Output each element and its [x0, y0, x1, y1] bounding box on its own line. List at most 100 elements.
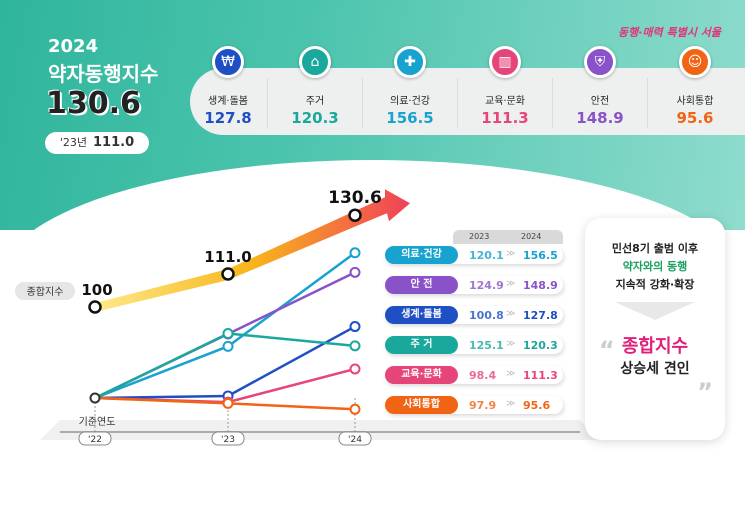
arrow-icon: ≫ — [506, 309, 516, 319]
total-point — [88, 300, 102, 314]
x-tick-label: '24 — [348, 435, 362, 445]
category-1: ⌂ 주거 120.3 — [275, 46, 355, 127]
base-year-label: 기준연도 — [79, 416, 116, 428]
divider — [362, 78, 363, 128]
category-value: 120.3 — [291, 109, 339, 127]
summary-line5: 상승세 견인 — [620, 361, 690, 377]
arrow-icon: ≫ — [506, 249, 516, 259]
category-value: 95.6 — [676, 109, 714, 127]
divider — [647, 78, 648, 128]
table-header: 2023 2024 — [453, 230, 563, 244]
category-label: 교육·문화 — [485, 96, 525, 107]
total-point — [348, 208, 362, 222]
category-value: 127.8 — [204, 109, 252, 127]
medical-hands-icon: ✚ — [394, 46, 426, 78]
people-icon: ☺ — [679, 46, 711, 78]
shield-icon: ⛨ — [584, 46, 616, 78]
category-label: 주거 — [305, 96, 325, 107]
total-point-label: 130.6 — [328, 188, 382, 208]
row-label: 의료·건강 — [385, 246, 458, 264]
chevron-down-icon — [615, 302, 695, 320]
page-title: 약자동행지수 — [48, 62, 159, 86]
data-point — [349, 247, 361, 259]
row-label: 생계·돌봄 — [385, 306, 458, 324]
category-0: ₩ 생계·돌봄 127.8 — [188, 46, 268, 127]
arrow-icon: ≫ — [506, 369, 516, 379]
category-bar — [190, 68, 745, 135]
category-2: ✚ 의료·건강 156.5 — [370, 46, 450, 127]
value-2023: 100.8 — [469, 309, 504, 322]
data-point — [89, 392, 101, 404]
category-4: ⛨ 안전 148.9 — [560, 46, 640, 127]
data-point — [222, 340, 234, 352]
total-point-label: 100 — [81, 281, 112, 299]
total-index-value: 130.6 — [46, 86, 141, 121]
x-tick-pill — [78, 431, 112, 446]
chart-floor — [40, 420, 600, 440]
table-row: 사회통합 97.9 ≫ 95.6 — [385, 396, 563, 414]
data-point — [349, 266, 361, 278]
previous-year-badge: '23년 111.0 — [45, 132, 149, 154]
category-label: 안전 — [590, 96, 610, 107]
divider — [267, 78, 268, 128]
category-value: 156.5 — [386, 109, 434, 127]
x-tick-pill — [211, 431, 245, 446]
arrow-icon: ≫ — [506, 399, 516, 409]
value-2024: 127.8 — [523, 309, 558, 322]
arrow-icon: ≫ — [506, 279, 516, 289]
table-row: 주 거 125.1 ≫ 120.3 — [385, 336, 563, 354]
value-2024: 120.3 — [523, 339, 558, 352]
summary-line2: 약자와의 동행 — [622, 260, 688, 273]
x-tick-pill — [338, 431, 372, 446]
category-label: 의료·건강 — [390, 96, 430, 107]
seoul-slogan-logo: 동행·매력 특별시 서울 — [618, 26, 721, 39]
value-2024: 111.3 — [523, 369, 558, 382]
total-trend-arrow — [95, 189, 410, 312]
year-label: 2024 — [48, 36, 99, 57]
data-point — [349, 340, 361, 352]
total-point — [221, 267, 235, 281]
data-point — [349, 363, 361, 375]
summary-box: 민선8기 출범 이후 약자와의 동행 지속적 강화·확장 “ 종합지수 상승세 … — [585, 218, 725, 440]
row-label: 사회통합 — [385, 396, 458, 414]
data-point — [349, 321, 361, 333]
summary-line3: 지속적 강화·확장 — [615, 278, 695, 291]
table-row: 생계·돌봄 100.8 ≫ 127.8 — [385, 306, 563, 324]
divider — [552, 78, 553, 128]
value-2024: 148.9 — [523, 279, 558, 292]
divider — [457, 78, 458, 128]
row-label: 교육·문화 — [385, 366, 458, 384]
money-bag-icon: ₩ — [212, 46, 244, 78]
value-2023: 124.9 — [469, 279, 504, 292]
category-5: ☺ 사회통합 95.6 — [655, 46, 735, 127]
prev-value: 111.0 — [93, 135, 135, 150]
arrow-icon: ≫ — [506, 339, 516, 349]
category-label: 사회통합 — [676, 96, 714, 107]
table-row: 안 전 124.9 ≫ 148.9 — [385, 276, 563, 294]
data-point — [222, 327, 234, 339]
col-2023: 2023 — [469, 232, 490, 241]
category-value: 111.3 — [481, 109, 529, 127]
summary-line1: 민선8기 출범 이후 — [611, 242, 699, 255]
data-point — [349, 403, 361, 415]
category-3: ▥ 교육·문화 111.3 — [465, 46, 545, 127]
col-2024: 2024 — [521, 232, 542, 241]
x-tick-label: '23 — [221, 435, 235, 445]
total-label: 종합지수 — [27, 286, 64, 298]
value-2023: 98.4 — [469, 369, 497, 382]
value-2024: 95.6 — [523, 399, 551, 412]
row-label: 주 거 — [385, 336, 458, 354]
total-point-label: 111.0 — [204, 248, 251, 266]
category-value: 148.9 — [576, 109, 624, 127]
value-2023: 125.1 — [469, 339, 504, 352]
prev-label: '23년 — [59, 136, 88, 149]
row-label: 안 전 — [385, 276, 458, 294]
x-tick-label: '22 — [88, 435, 102, 445]
quote-open-icon: “ — [599, 336, 615, 364]
table-row: 의료·건강 120.1 ≫ 156.5 — [385, 246, 563, 264]
total-label-pill — [15, 282, 75, 300]
house-icon: ⌂ — [299, 46, 331, 78]
value-2024: 156.5 — [523, 249, 558, 262]
data-point — [222, 397, 234, 409]
